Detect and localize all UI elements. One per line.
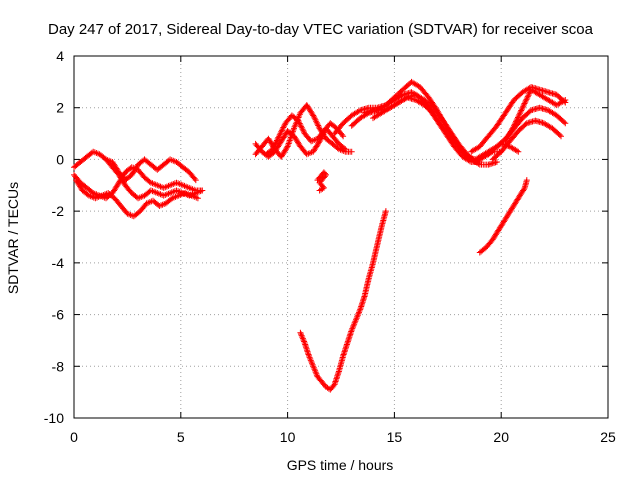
data-marker-path	[314, 169, 329, 194]
y-axis-label: SDTVAR / TECUs	[5, 182, 21, 294]
data-marker-path	[489, 117, 564, 163]
x-tick-label: 20	[493, 429, 509, 445]
y-tick-label: -6	[52, 307, 65, 323]
data-marker-path	[263, 112, 347, 158]
y-tick-label: -10	[44, 410, 64, 426]
series-arc-15	[489, 117, 564, 163]
series-arc-8	[314, 169, 329, 194]
series-arc-10	[348, 78, 500, 168]
series-arc-4	[103, 156, 199, 184]
y-tick-label: 4	[56, 48, 64, 64]
data-marker-path	[331, 89, 483, 165]
x-tick-label: 5	[177, 429, 185, 445]
data-marker-path	[73, 177, 201, 220]
series-arc-7	[263, 112, 347, 158]
data-marker-path	[476, 177, 530, 256]
data-points	[71, 78, 569, 393]
series-arc-3	[73, 177, 201, 220]
y-tick-label: 0	[56, 151, 64, 167]
series-arc-18	[476, 177, 530, 256]
x-tick-label: 25	[600, 429, 616, 445]
data-marker-path	[468, 84, 569, 155]
y-tick-label: -2	[52, 203, 65, 219]
series-arc-9	[331, 89, 483, 165]
chart-title: Day 247 of 2017, Sidereal Day-to-day VTE…	[48, 21, 594, 38]
y-tick-label: 2	[56, 100, 64, 116]
plot-frame	[73, 55, 609, 419]
series-arc-17	[297, 208, 389, 393]
x-tick-label: 10	[280, 429, 296, 445]
x-axis-label: GPS time / hours	[287, 457, 394, 473]
series-arc-16	[502, 86, 569, 145]
data-marker-path	[348, 78, 500, 168]
data-marker-path	[297, 208, 389, 393]
axis-ticks: 0 5 10 15 20 25 -10 -8 -6 -4 -2 0 2 4	[44, 48, 616, 445]
y-tick-label: -4	[52, 255, 65, 271]
data-marker-path	[103, 156, 199, 184]
y-tick-label: -8	[52, 358, 65, 374]
data-marker-path	[502, 86, 569, 145]
x-tick-label: 0	[70, 429, 78, 445]
series-arc-13	[468, 84, 569, 155]
x-tick-label: 15	[387, 429, 403, 445]
